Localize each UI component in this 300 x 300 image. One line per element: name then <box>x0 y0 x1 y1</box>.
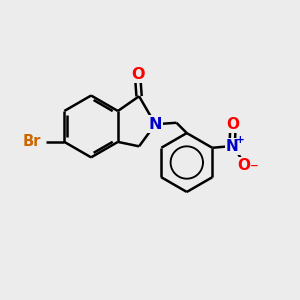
Text: N: N <box>226 139 239 154</box>
Text: N: N <box>148 117 162 132</box>
Text: O: O <box>238 158 250 173</box>
Text: Br: Br <box>22 134 41 149</box>
Text: +: + <box>236 135 245 145</box>
Text: O: O <box>131 67 144 82</box>
Text: −: − <box>250 160 259 170</box>
Text: O: O <box>226 117 239 132</box>
